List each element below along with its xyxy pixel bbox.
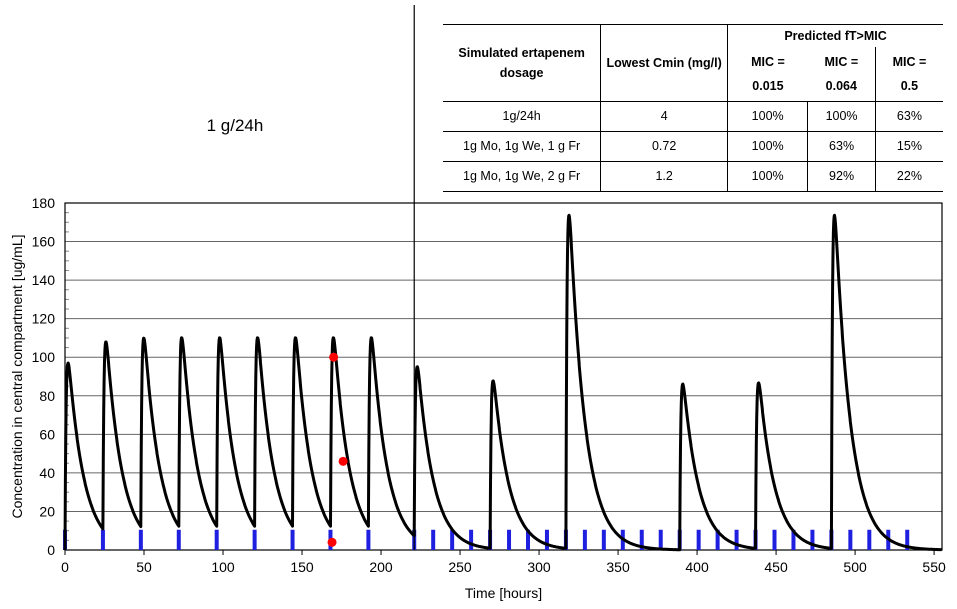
row-mic2: 100% [807,100,876,131]
x-tick-label: 350 [606,559,630,575]
sample-point [338,456,348,466]
y-tick-label: 120 [32,311,56,327]
sample-point [329,352,339,362]
row-mic3: 22% [874,160,943,191]
y-tick-label: 80 [39,388,55,404]
table-header-mic2: MIC = 0.064 [824,54,859,93]
y-tick-label: 0 [47,542,55,558]
sample-points [327,352,348,547]
row-mic1: 100% [727,130,808,161]
x-tick-labels: 0 50 100 150 200 250 300 350 400 450 500 550 [61,550,946,575]
row-cmin: 4 [600,100,728,131]
table-header-dosage: Simulated ertapenem dosage [443,24,601,101]
y-tick-label: 40 [39,465,55,481]
row-mic1: 100% [727,100,808,131]
row-mic1: 100% [727,160,808,191]
concentration-curve [63,213,944,552]
sample-point [327,537,337,547]
table-header-mic3: MIC = 0.5 [874,47,943,101]
x-tick-label: 200 [369,559,393,575]
y-tick-label: 140 [32,272,56,288]
table-header-mic1: MIC = 0.015 [727,47,808,101]
y-tick-labels: 0 20 40 60 80 100 120 140 160 180 [32,195,56,558]
x-tick-label: 300 [527,559,551,575]
row-mic3: 15% [874,130,943,161]
dosage-results-table: Simulated ertapenem dosage Lowest Cmin (… [443,24,943,192]
row-mic2: 92% [807,160,876,191]
x-tick-label: 150 [290,559,314,575]
x-tick-label: 250 [448,559,472,575]
y-tick-label: 180 [32,195,56,211]
x-tick-label: 450 [764,559,788,575]
dose-regimen-label: 1 g/24h [206,116,264,135]
x-tick-label: 500 [843,559,867,575]
row-dosage: 1g Mo, 1g We, 2 g Fr [443,160,601,191]
axes [64,202,943,551]
y-tick-label: 160 [32,234,56,250]
table-header-ftmic: Predicted fT>MIC [727,24,943,47]
y-tick-label: 60 [39,426,55,442]
row-dosage: 1g/24h [443,100,601,131]
row-dosage: 1g Mo, 1g We, 1 g Fr [443,130,601,161]
x-tick-label: 0 [61,559,69,575]
plot-area-border [64,202,943,551]
row-mic2: 63% [807,130,876,161]
y-axis-label: Concentration in central compartment [ug… [9,234,25,518]
row-cmin: 0.72 [600,130,728,161]
table-row: 1g Mo, 1g We, 1 g Fr 0.72 100% 63% 15% [443,130,943,161]
table-row: 1g Mo, 1g We, 2 g Fr 1.2 100% 92% 22% [443,160,943,191]
x-tick-label: 100 [211,559,235,575]
x-tick-label: 50 [136,559,152,575]
y-tick-label: 100 [32,349,56,365]
x-tick-label: 550 [922,559,946,575]
y-tick-label: 20 [39,503,55,519]
row-cmin: 1.2 [600,160,728,191]
x-tick-label: 400 [685,559,709,575]
table-row: 1g/24h 4 100% 100% 63% [443,100,943,131]
table-header-cmin: Lowest Cmin (mg/l) [600,24,728,101]
x-axis-label: Time [hours] [465,585,542,601]
row-mic3: 63% [874,100,943,131]
